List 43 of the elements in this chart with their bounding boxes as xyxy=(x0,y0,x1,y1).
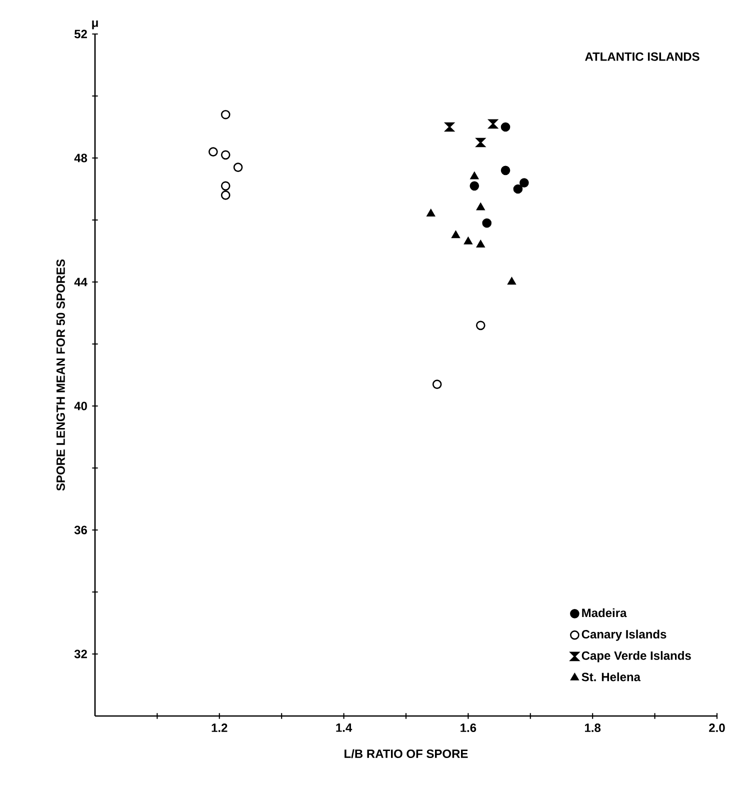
text: μ xyxy=(92,20,98,30)
point xyxy=(476,138,486,148)
x-tick-label: 1.6 xyxy=(460,724,476,732)
y-tick-label: 48 xyxy=(74,154,88,162)
point xyxy=(500,166,510,176)
point xyxy=(500,122,510,132)
point xyxy=(220,181,230,191)
point xyxy=(520,178,529,188)
legend-label: Madeira xyxy=(582,608,627,618)
point xyxy=(508,277,516,285)
x-tick-label: 1.4 xyxy=(336,724,352,732)
point xyxy=(208,147,218,156)
text: ATLANTIC ISLANDS xyxy=(585,52,700,61)
x-tick-label: 1.8 xyxy=(585,724,601,732)
y-tick-label: 44 xyxy=(74,278,88,286)
point xyxy=(513,184,523,194)
legend-label: Canary Islands xyxy=(582,630,666,641)
point xyxy=(476,202,485,210)
point xyxy=(233,162,243,172)
legend-label: St. Helena xyxy=(582,672,641,682)
y-tick-label: 32 xyxy=(74,650,87,658)
point xyxy=(470,181,480,191)
point xyxy=(476,320,486,330)
x-tick-label: 1.2 xyxy=(212,724,228,732)
y-tick-label: 36 xyxy=(74,526,87,534)
y-tick-label: 40 xyxy=(74,402,87,410)
point xyxy=(476,240,485,248)
point xyxy=(482,218,492,228)
point xyxy=(426,209,436,216)
point xyxy=(470,172,479,180)
point xyxy=(220,190,230,200)
point xyxy=(464,237,472,244)
point xyxy=(220,110,230,120)
legend-label: Cape Verde Islands xyxy=(582,651,691,662)
x-tick-label: 2.0 xyxy=(709,724,725,732)
point xyxy=(432,380,442,389)
x-axis-title: L/B RATIO OF SPORE xyxy=(344,749,468,758)
point xyxy=(488,119,498,129)
y-tick-label: 52 xyxy=(74,30,87,38)
point xyxy=(444,122,454,132)
point xyxy=(220,150,230,160)
y-axis-title: SPORE LENGTH MEAN FOR 50 SPORES xyxy=(56,259,65,491)
point xyxy=(452,230,460,238)
